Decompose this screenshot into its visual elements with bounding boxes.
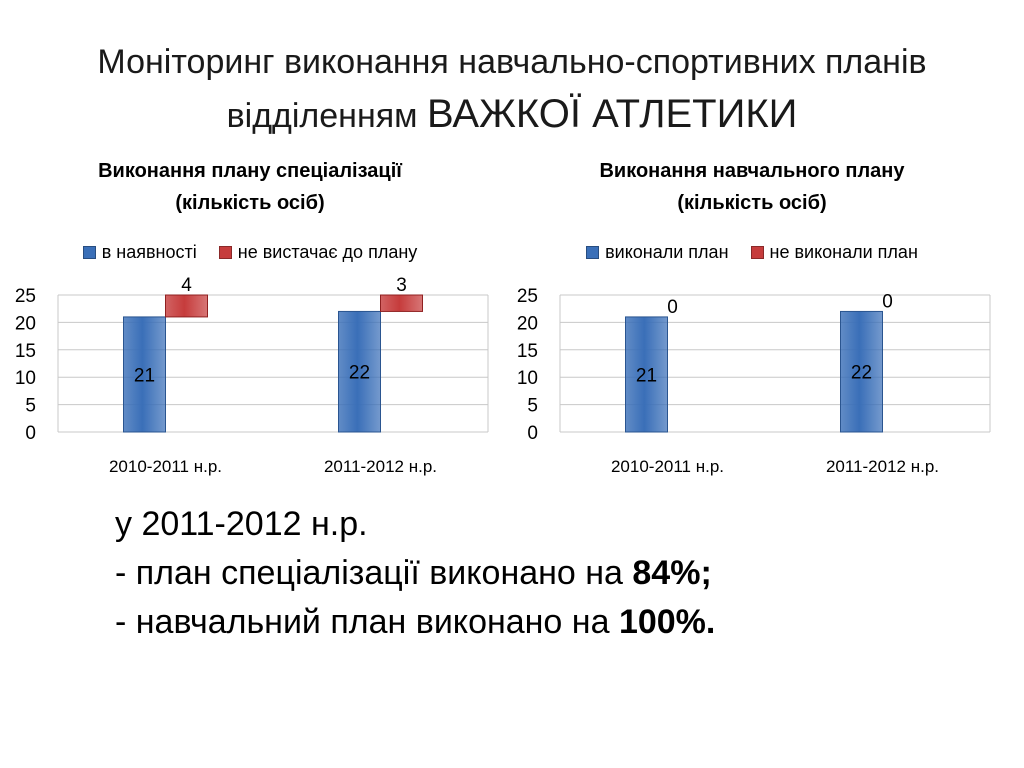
slide-title-line2a: відділенням: [226, 97, 418, 135]
x-tick-label: 2011-2012 н.р.: [826, 457, 939, 476]
chart-subtitle: (кількість осіб): [175, 192, 325, 214]
slide-title-line1: Моніторинг виконання навчально-спортивни…: [97, 43, 927, 81]
chart-legend: виконали план не виконали план: [502, 242, 1002, 263]
data-label: 22: [851, 363, 872, 384]
y-tick-label: 25: [517, 286, 538, 307]
legend-item: виконали план: [586, 242, 729, 263]
summary-line3-value: 100%.: [618, 603, 716, 641]
chart-legend: в наявності не вистачає до плану: [0, 242, 500, 263]
legend-label: не виконали план: [769, 242, 918, 262]
y-tick-label: 20: [15, 313, 36, 334]
chart-title-main: Виконання навчального плану: [599, 160, 905, 182]
x-tick-label: 2010-2011 н.р.: [611, 457, 724, 476]
chart-training: Виконання навчального плану (кількість о…: [502, 155, 1002, 485]
data-label: 0: [667, 297, 678, 318]
bar: [165, 294, 208, 318]
data-label: 4: [181, 275, 192, 296]
data-label: 3: [396, 275, 407, 296]
summary-line2-value: 84%;: [632, 554, 712, 592]
bar: [625, 316, 668, 433]
y-tick-label: 15: [517, 341, 538, 362]
bar: [380, 294, 423, 312]
summary-line1: у 2011-2012 н.р.: [115, 505, 368, 543]
y-tick-label: 10: [517, 368, 538, 389]
x-tick-label: 2010-2011 н.р.: [109, 457, 222, 476]
slide-title: Моніторинг виконання навчально-спортивни…: [0, 36, 1024, 142]
chart-title: Виконання навчального плану (кількість о…: [502, 155, 1002, 219]
legend-swatch: [586, 246, 600, 259]
data-label: 21: [636, 365, 657, 386]
bar: [123, 316, 166, 433]
summary-line3-text: - навчальний план виконано на: [115, 603, 619, 641]
bar: [338, 310, 381, 433]
data-label: 21: [134, 365, 155, 386]
legend-label: виконали план: [605, 242, 729, 262]
legend-swatch: [750, 246, 764, 259]
legend-item: не вистачає до плану: [218, 242, 418, 263]
summary: у 2011-2012 н.р. - план спеціалізації ви…: [115, 500, 915, 647]
y-tick-label: 20: [517, 313, 538, 334]
y-tick-label: 10: [15, 368, 36, 389]
legend-label: не вистачає до плану: [237, 242, 418, 262]
y-tick-label: 0: [25, 423, 36, 444]
legend-item: не виконали план: [750, 242, 918, 263]
y-tick-label: 5: [527, 396, 538, 417]
chart-plot: 0 5 10 15 20 25 2010-2011 н.р. 21 4 2011-2012 н.р…: [15, 275, 489, 476]
chart-subtitle: (кількість осіб): [677, 192, 827, 214]
summary-line2: - план спеціалізації виконано на 84%;: [115, 549, 915, 598]
chart-title-main: Виконання плану спеціалізації: [98, 160, 402, 182]
legend-item: в наявності: [82, 242, 197, 263]
chart-plot: 0 5 10 15 20 25 2010-2011 н.р. 21 0 2011-2012 н.р…: [517, 286, 991, 476]
chart-title: Виконання плану спеціалізації (кількість…: [0, 155, 500, 219]
y-tick-label: 5: [25, 396, 36, 417]
data-label: 0: [882, 291, 893, 312]
bar: [840, 310, 883, 433]
legend-label: в наявності: [101, 242, 197, 262]
data-label: 22: [349, 363, 370, 384]
slide-title-line2b: ВАЖКОЇ АТЛЕТИКИ: [426, 92, 798, 136]
summary-line2-text: - план спеціалізації виконано на: [115, 554, 633, 592]
legend-swatch: [218, 246, 232, 259]
y-tick-label: 25: [15, 286, 36, 307]
y-tick-label: 15: [15, 341, 36, 362]
chart-specialization: Виконання плану спеціалізації (кількість…: [0, 155, 500, 485]
x-tick-label: 2011-2012 н.р.: [324, 457, 437, 476]
legend-swatch: [82, 246, 96, 259]
summary-line3: - навчальний план виконано на 100%.: [115, 598, 915, 647]
y-tick-label: 0: [527, 423, 538, 444]
